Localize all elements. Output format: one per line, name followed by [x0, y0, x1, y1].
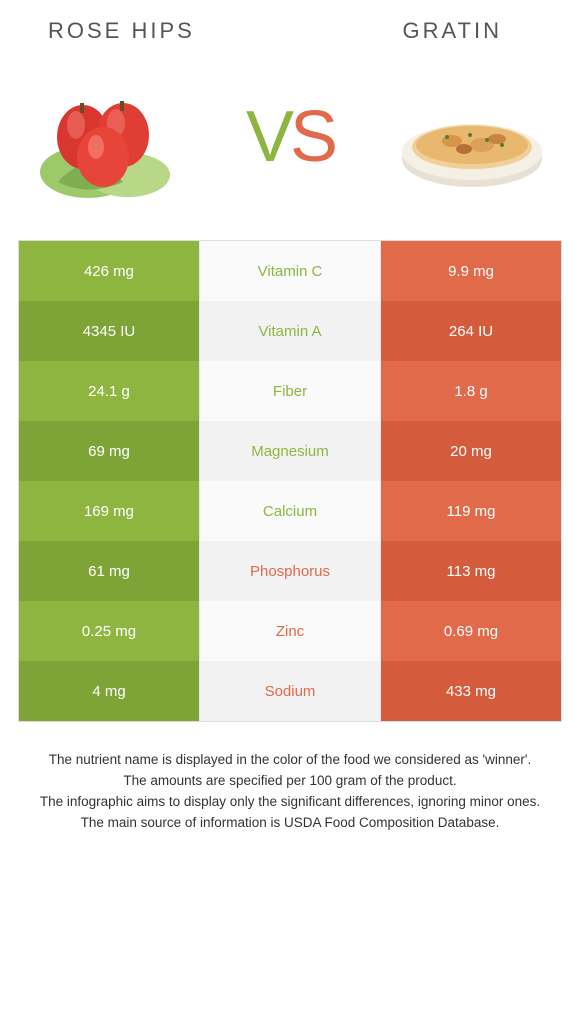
right-value: 9.9 mg [381, 241, 561, 301]
nutrient-table: 426 mgVitamin C9.9 mg4345 IUVitamin A264… [18, 240, 562, 722]
footer-text: The nutrient name is displayed in the co… [18, 722, 562, 834]
nutrient-name: Vitamin A [200, 301, 381, 361]
nutrient-row: 24.1 gFiber1.8 g [19, 361, 561, 421]
title-right: Gratin [275, 18, 562, 44]
nutrient-name: Vitamin C [200, 241, 381, 301]
right-value: 1.8 g [381, 361, 561, 421]
nutrient-row: 169 mgCalcium119 mg [19, 481, 561, 541]
vs-v: V [246, 97, 290, 177]
left-value: 0.25 mg [19, 601, 200, 661]
right-value: 433 mg [381, 661, 561, 721]
nutrient-row: 426 mgVitamin C9.9 mg [19, 241, 561, 301]
nutrient-name: Magnesium [200, 421, 381, 481]
nutrient-name: Zinc [200, 601, 381, 661]
left-value: 4345 IU [19, 301, 200, 361]
nutrient-row: 4345 IUVitamin A264 IU [19, 301, 561, 361]
title-left: Rose hips [18, 18, 275, 44]
nutrient-name: Fiber [200, 361, 381, 421]
left-value: 4 mg [19, 661, 200, 721]
nutrient-name: Phosphorus [200, 541, 381, 601]
images-row: VS [18, 52, 562, 222]
left-value: 61 mg [19, 541, 200, 601]
left-value: 426 mg [19, 241, 200, 301]
nutrient-row: 4 mgSodium433 mg [19, 661, 561, 721]
gratin-image [392, 67, 552, 207]
left-value: 24.1 g [19, 361, 200, 421]
left-value: 169 mg [19, 481, 200, 541]
right-value: 113 mg [381, 541, 561, 601]
vs-s: S [290, 97, 334, 177]
nutrient-row: 69 mgMagnesium20 mg [19, 421, 561, 481]
right-value: 0.69 mg [381, 601, 561, 661]
right-value: 119 mg [381, 481, 561, 541]
footer-line-2: The amounts are specified per 100 gram o… [30, 771, 550, 792]
nutrient-row: 0.25 mgZinc0.69 mg [19, 601, 561, 661]
right-value: 20 mg [381, 421, 561, 481]
nutrient-name: Calcium [200, 481, 381, 541]
right-value: 264 IU [381, 301, 561, 361]
left-value: 69 mg [19, 421, 200, 481]
footer-line-3: The infographic aims to display only the… [30, 792, 550, 813]
nutrient-name: Sodium [200, 661, 381, 721]
titles-row: Rose hips Gratin [18, 18, 562, 44]
vs-label: VS [246, 96, 334, 178]
rose-hips-image [28, 67, 188, 207]
footer-line-1: The nutrient name is displayed in the co… [30, 750, 550, 771]
footer-line-4: The main source of information is USDA F… [30, 813, 550, 834]
nutrient-row: 61 mgPhosphorus113 mg [19, 541, 561, 601]
